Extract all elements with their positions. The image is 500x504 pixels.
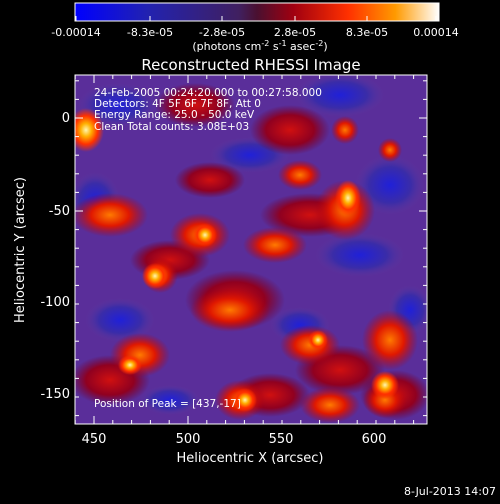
annotation-energy-range: Energy Range: 25.0 - 50.0 keV (94, 109, 255, 121)
annotation-detectors: Detectors: 4F 5F 6F 7F 8F, Att 0 (94, 98, 261, 110)
rhessi-image (75, 75, 427, 424)
annotation-time-range: 24-Feb-2005 00:24:20.000 to 00:27:58.000 (94, 87, 322, 99)
y-tick-label: 0 (62, 111, 70, 126)
x-tick-label: 450 (82, 432, 107, 447)
x-tick-label: 550 (269, 432, 294, 447)
y-tick-labels: 0 -50 -100 -150 (40, 111, 70, 402)
y-axis-label: Heliocentric Y (arcsec) (13, 177, 28, 323)
annotation-block: 24-Feb-2005 00:24:20.000 to 00:27:58.000… (94, 87, 322, 133)
colorbar-tick-label: 2.8e-05 (274, 26, 316, 39)
colorbar (74, 2, 440, 22)
colorbar-tick-labels: -0.00014 -8.3e-05 -2.8e-05 2.8e-05 8.3e-… (51, 26, 458, 39)
colorbar-tick-label: 8.3e-05 (346, 26, 388, 39)
plot-title: Reconstructed RHESSI Image (141, 56, 360, 74)
colorbar-tick-label: -8.3e-05 (127, 26, 173, 39)
colorbar-units: (photons cm-2 s-1 asec-2) (192, 39, 327, 53)
x-axis-label: Heliocentric X (arcsec) (177, 451, 324, 466)
y-tick-label: -150 (40, 387, 70, 402)
x-tick-labels: 450 500 550 600 (82, 432, 387, 447)
colorbar-ticks (75, 16, 437, 21)
timestamp: 8-Jul-2013 14:07 (404, 485, 496, 498)
annotation-peak-position: Position of Peak = [437,-17] (94, 398, 241, 410)
y-tick-label: -100 (40, 295, 70, 310)
axis-ticks (74, 75, 427, 424)
colorbar-tick-label: 0.00014 (413, 26, 459, 39)
annotation-clean-counts: Clean Total counts: 3.08E+03 (94, 121, 249, 133)
colorbar-tick-label: -0.00014 (51, 26, 100, 39)
x-tick-label: 600 (362, 432, 387, 447)
x-tick-label: 500 (176, 432, 201, 447)
plot-frame (74, 74, 428, 425)
y-tick-label: -50 (49, 204, 70, 219)
colorbar-tick-label: -2.8e-05 (199, 26, 245, 39)
